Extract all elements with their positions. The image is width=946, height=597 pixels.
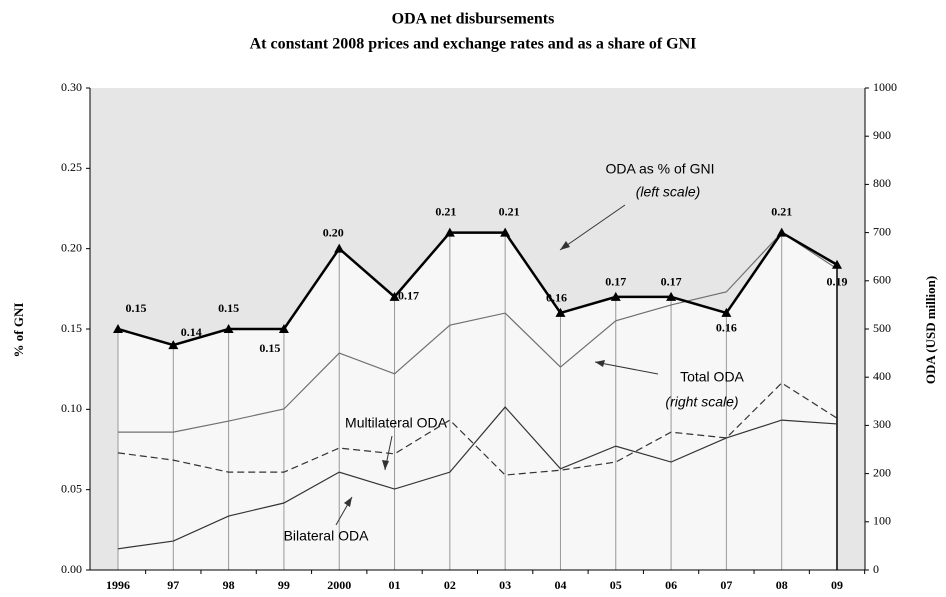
y2-tick-label: 300 xyxy=(873,417,891,431)
annotation: Multilateral ODA xyxy=(345,415,448,431)
x-tick-label: 05 xyxy=(610,578,622,592)
data-label: 0.17 xyxy=(661,275,682,289)
y2-axis-label: ODA (USD million) xyxy=(923,276,938,384)
x-tick-label: 09 xyxy=(831,578,843,592)
data-label: 0.21 xyxy=(771,204,792,218)
marker xyxy=(389,291,400,301)
y2-tick-label: 600 xyxy=(873,273,891,287)
series-line xyxy=(117,382,838,476)
x-tick-label: 03 xyxy=(499,578,511,592)
y2-tick-label: 0 xyxy=(873,562,879,576)
marker xyxy=(444,227,455,237)
marker xyxy=(610,291,621,301)
data-label: 0.17 xyxy=(398,289,419,303)
y-tick-label: 0.10 xyxy=(61,401,82,415)
x-tick-label: 06 xyxy=(665,578,677,592)
annotation: (left scale) xyxy=(636,184,701,200)
y2-tick-label: 700 xyxy=(873,224,891,238)
arrow-head xyxy=(560,241,570,250)
y2-tick-label: 100 xyxy=(873,514,891,528)
chart-title: ODA net disbursements xyxy=(392,11,555,28)
series-line xyxy=(118,231,838,433)
marker xyxy=(666,291,677,301)
marker xyxy=(500,227,511,237)
y-tick-label: 0.15 xyxy=(61,321,82,335)
marker xyxy=(721,307,732,317)
area xyxy=(118,232,837,570)
y-tick-label: 0.00 xyxy=(61,562,82,576)
x-tick-label: 1996 xyxy=(106,578,130,592)
y-tick-label: 0.05 xyxy=(61,481,82,495)
marker xyxy=(223,324,234,333)
annotation: ODA as % of GNI xyxy=(606,161,715,177)
series-line xyxy=(117,406,838,550)
plot-area xyxy=(89,88,866,571)
x-tick-label: 01 xyxy=(389,578,401,592)
x-tick-label: 97 xyxy=(167,578,179,592)
y-tick-label: 0.25 xyxy=(61,160,82,174)
data-label: 0.15 xyxy=(218,301,239,315)
arrow xyxy=(559,204,626,251)
data-label: 0.17 xyxy=(605,275,626,289)
x-tick-label: 08 xyxy=(776,578,788,592)
annotation: Total ODA xyxy=(680,369,744,385)
y2-tick-label: 1000 xyxy=(873,80,897,94)
chart-subtitle: At constant 2008 prices and exchange rat… xyxy=(250,36,697,53)
y2-tick-label: 800 xyxy=(873,176,891,190)
series-line xyxy=(117,230,838,347)
marker xyxy=(776,227,787,237)
marker xyxy=(555,307,566,317)
arrow xyxy=(594,361,659,375)
data-label: 0.15 xyxy=(259,341,280,355)
annotation: Bilateral ODA xyxy=(284,528,369,544)
annotation: (right scale) xyxy=(665,394,738,410)
x-tick-label: 02 xyxy=(444,578,456,592)
arrow-head xyxy=(595,360,605,367)
data-label: 0.21 xyxy=(435,204,456,218)
data-label: 0.15 xyxy=(126,301,147,315)
marker xyxy=(278,324,289,333)
marker xyxy=(113,324,123,333)
data-label: 0.19 xyxy=(827,274,848,288)
data-label: 0.20 xyxy=(323,225,344,239)
data-label: 0.14 xyxy=(181,325,202,339)
y2-tick-label: 900 xyxy=(873,128,891,142)
x-tick-label: 07 xyxy=(720,578,732,592)
x-tick-label: 99 xyxy=(278,578,290,592)
y-tick-label: 0.30 xyxy=(61,80,82,94)
x-tick-label: 98 xyxy=(223,578,235,592)
y2-tick-label: 200 xyxy=(873,465,891,479)
data-label: 0.21 xyxy=(499,204,520,218)
arrow-head xyxy=(344,497,352,507)
arrow-head xyxy=(382,460,389,470)
y-axis-label: % of GNI xyxy=(11,303,26,358)
x-tick-label: 04 xyxy=(554,578,566,592)
data-label: 0.16 xyxy=(546,291,567,305)
y2-tick-label: 500 xyxy=(873,321,891,335)
marker xyxy=(168,340,179,350)
marker xyxy=(334,243,345,253)
x-tick-label: 2000 xyxy=(327,578,351,592)
y2-tick-label: 400 xyxy=(873,369,891,383)
y-tick-label: 0.20 xyxy=(61,240,82,254)
data-label: 0.16 xyxy=(716,321,737,335)
marker xyxy=(832,259,842,269)
